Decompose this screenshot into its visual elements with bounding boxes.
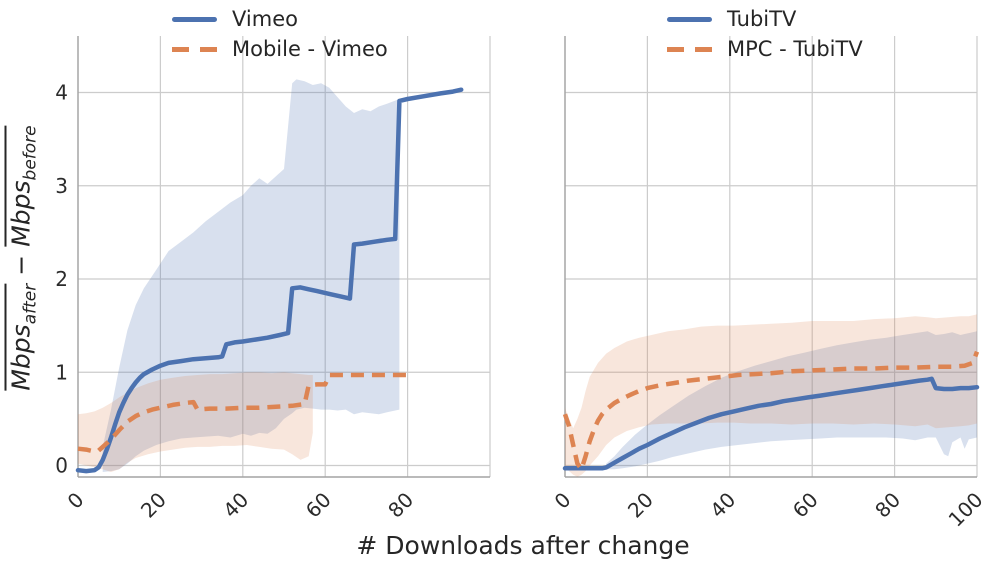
x-tick-label: 20 (623, 488, 658, 523)
legend-line-tubitv-icon (667, 16, 712, 22)
legend-label-mpc-tubitv: MPC - TubiTV (727, 37, 863, 61)
x-tick-label: 60 (788, 488, 823, 523)
legend-item: Mobile - Vimeo (172, 36, 388, 62)
confidence-band (565, 314, 977, 477)
x-tick-label: 40 (218, 488, 253, 523)
x-tick-label: 40 (705, 488, 740, 523)
ylabel-sub-before: before (20, 125, 41, 181)
y-tick-label: 0 (55, 454, 68, 478)
confidence-band (78, 372, 313, 472)
x-tick-label: 20 (136, 488, 171, 523)
legend-line-mpc-tubitv-icon (667, 46, 712, 52)
y-axis-label: Mbpsafter − Mbpsbefore (4, 125, 41, 391)
legend-label-tubitv: TubiTV (727, 7, 797, 31)
series-line (562, 376, 980, 471)
legend-label-mobile-vimeo: Mobile - Vimeo (232, 37, 388, 61)
y-tick-label: 4 (55, 81, 68, 105)
legend-line-vimeo-icon (172, 16, 217, 22)
legend-right: TubiTV MPC - TubiTV (667, 6, 863, 66)
x-tick-label: 0 (550, 488, 576, 514)
ylabel-mbps-before: Mbpsbefore (4, 125, 41, 247)
x-tick-label: 80 (870, 488, 905, 523)
x-tick-label: 100 (944, 488, 988, 532)
series-line (562, 350, 980, 472)
legend-item: MPC - TubiTV (667, 36, 863, 62)
ylabel-mbps-after: Mbpsafter (4, 283, 41, 391)
series-line (75, 87, 464, 474)
ylabel-minus: − (6, 254, 36, 276)
y-tick-label: 3 (55, 174, 68, 198)
legend-line-mobile-vimeo-icon (172, 46, 217, 52)
legend-left: Vimeo Mobile - Vimeo (172, 6, 388, 66)
x-tick-label: 60 (301, 488, 336, 523)
x-tick-label: 0 (63, 488, 89, 514)
legend-label-vimeo: Vimeo (232, 7, 298, 31)
x-tick-label: 80 (383, 488, 418, 523)
ylabel-sub-after: after (20, 283, 41, 325)
x-axis-label: # Downloads after change (356, 531, 690, 560)
legend-item: TubiTV (667, 6, 863, 32)
legend-item: Vimeo (172, 6, 388, 32)
y-tick-label: 2 (55, 267, 68, 291)
confidence-band (102, 79, 400, 473)
y-tick-label: 1 (55, 360, 68, 384)
